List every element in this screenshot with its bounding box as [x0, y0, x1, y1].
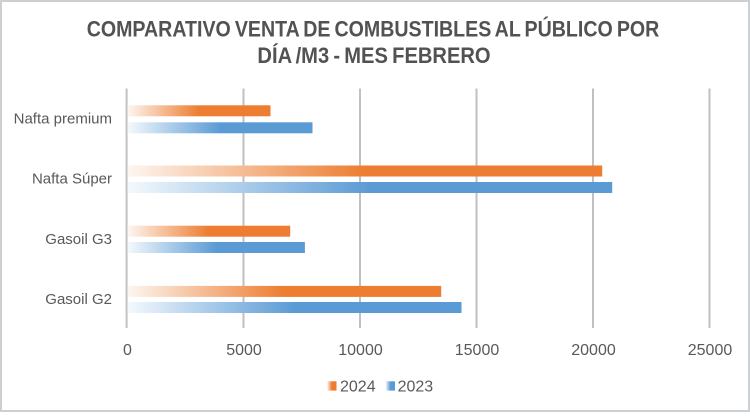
- svg-text:5000: 5000: [226, 342, 262, 359]
- svg-text:Nafta Súper: Nafta Súper: [32, 171, 112, 188]
- svg-text:0: 0: [123, 342, 132, 359]
- svg-text:DÍA /M3 - MES FEBRERO: DÍA /M3 - MES FEBRERO: [257, 44, 490, 68]
- svg-text:Gasoil G3: Gasoil G3: [45, 231, 112, 248]
- svg-text:20000: 20000: [571, 342, 616, 359]
- svg-text:Nafta premium: Nafta premium: [14, 111, 112, 128]
- svg-text:Gasoil G2: Gasoil G2: [45, 291, 112, 308]
- svg-text:10000: 10000: [338, 342, 383, 359]
- svg-text:2024: 2024: [340, 378, 376, 395]
- svg-text:25000: 25000: [688, 342, 733, 359]
- svg-text:2023: 2023: [398, 378, 434, 395]
- svg-text:COMPARATIVO VENTA DE COMBUSTIB: COMPARATIVO VENTA DE COMBUSTIBLES AL PÚB…: [87, 16, 660, 41]
- svg-text:15000: 15000: [455, 342, 500, 359]
